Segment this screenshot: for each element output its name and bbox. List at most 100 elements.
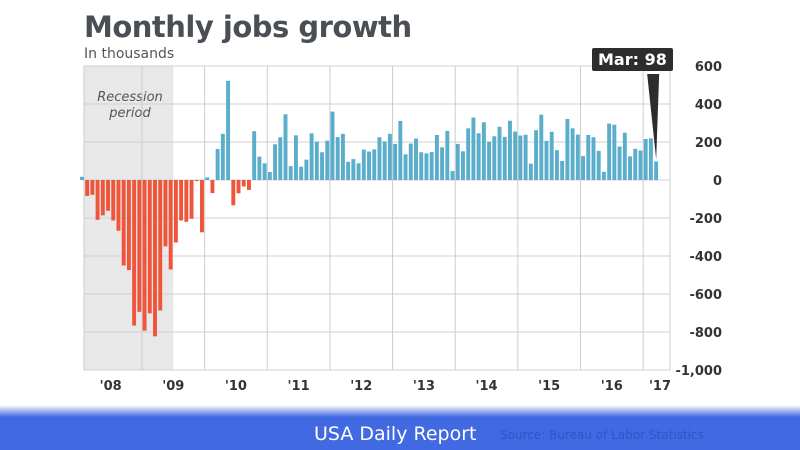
bar	[132, 180, 137, 326]
bar	[539, 114, 544, 180]
bar	[481, 122, 486, 180]
bar	[325, 140, 330, 180]
bar	[184, 180, 189, 222]
y-tick-label: -800	[689, 326, 722, 341]
footer-source: Source: Bureau of Labor Statistics	[500, 428, 704, 442]
recession-label-line1: Recession	[97, 90, 163, 105]
bar	[382, 141, 387, 180]
bar	[455, 143, 460, 180]
x-tick-label: '12	[350, 379, 372, 394]
y-tick-label: 0	[713, 174, 722, 189]
bar	[194, 180, 199, 181]
bar	[179, 180, 184, 221]
bar	[372, 149, 377, 180]
bar	[116, 180, 121, 231]
bar	[445, 130, 450, 180]
y-tick-label: 200	[695, 136, 722, 151]
bar	[419, 152, 424, 180]
bar	[173, 180, 178, 243]
bar	[534, 130, 539, 180]
bar	[565, 119, 570, 180]
bar	[205, 177, 210, 180]
bar	[95, 180, 100, 220]
bar	[508, 120, 512, 180]
bar	[648, 138, 653, 180]
x-tick-label: '09	[162, 379, 184, 394]
bar	[424, 153, 429, 180]
bar	[278, 137, 283, 180]
bar	[461, 151, 465, 180]
bar	[628, 156, 632, 180]
bar	[549, 131, 554, 180]
bar	[293, 135, 298, 180]
bar	[241, 180, 246, 187]
bar	[85, 180, 90, 196]
bar	[200, 180, 204, 233]
bar	[215, 149, 220, 180]
annotation-tooltip: Mar: 98	[592, 48, 673, 71]
bar	[111, 180, 116, 221]
bar	[340, 133, 345, 180]
bar	[471, 117, 476, 180]
x-tick-label: '13	[413, 379, 435, 394]
bar	[168, 180, 173, 270]
x-tick-label: '16	[601, 379, 623, 394]
x-tick-label: '15	[538, 379, 560, 394]
bar	[257, 156, 262, 180]
bar	[393, 143, 398, 180]
bar	[377, 137, 382, 180]
bar	[79, 176, 84, 180]
bar	[335, 137, 340, 180]
bar	[408, 143, 413, 180]
bar	[153, 180, 157, 337]
bar	[283, 114, 288, 180]
bar	[398, 120, 403, 180]
bar	[247, 180, 251, 190]
footer-bar	[0, 405, 800, 450]
bar	[633, 148, 638, 180]
bar	[414, 138, 418, 180]
bar	[581, 156, 585, 180]
bar	[440, 147, 445, 180]
bar	[299, 166, 304, 180]
bar	[654, 161, 659, 180]
y-tick-label: -200	[689, 212, 722, 227]
bar	[518, 135, 523, 180]
bar	[612, 124, 617, 180]
bar	[226, 80, 231, 180]
bar	[106, 180, 110, 211]
y-tick-label: -400	[689, 250, 722, 265]
x-tick-label: '11	[288, 379, 310, 394]
x-tick-label: '14	[475, 379, 497, 394]
bar	[492, 136, 497, 180]
bar	[387, 133, 392, 180]
bar	[554, 150, 559, 180]
bar	[586, 134, 591, 180]
bar	[544, 140, 549, 180]
bar	[252, 131, 257, 180]
bar	[147, 180, 152, 314]
chart-title: Monthly jobs growth	[84, 10, 412, 44]
recession-label-line2: period	[108, 106, 151, 121]
bar	[351, 159, 356, 180]
y-tick-label: 600	[695, 60, 722, 75]
bar	[643, 138, 648, 180]
chart-subtitle: In thousands	[84, 46, 175, 62]
bar	[403, 154, 408, 180]
bar	[210, 180, 215, 194]
bar	[309, 133, 314, 180]
bar	[502, 136, 507, 180]
bar	[638, 150, 643, 180]
x-tick-label: '17	[649, 379, 671, 394]
bar	[434, 134, 439, 180]
y-tick-label: -1,000	[675, 364, 722, 379]
bar	[90, 180, 95, 195]
bar	[330, 111, 335, 180]
bar	[560, 161, 565, 180]
bar	[607, 123, 612, 180]
bar	[267, 172, 272, 180]
bar	[622, 132, 627, 180]
bar	[476, 133, 481, 180]
y-tick-label: -600	[689, 288, 722, 303]
